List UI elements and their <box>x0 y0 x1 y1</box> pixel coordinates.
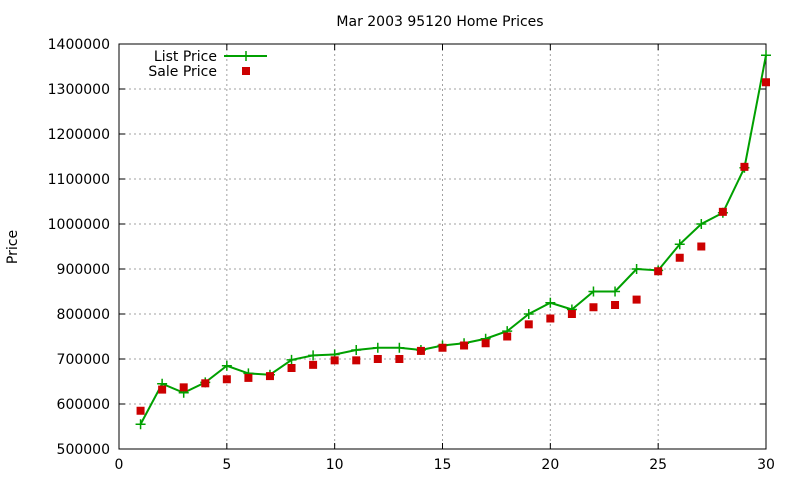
sale-price-point <box>654 267 663 276</box>
x-tick-label: 30 <box>757 457 775 473</box>
list-price-point <box>696 219 707 229</box>
list-price-point <box>761 50 771 61</box>
y-tick-label: 700000 <box>57 352 110 368</box>
list-price-point <box>351 345 362 355</box>
x-tick-label: 5 <box>222 457 231 473</box>
sale-price-point <box>438 343 447 352</box>
list-price-point <box>372 342 383 353</box>
list-price-point <box>588 286 599 297</box>
sale-price-point <box>244 373 253 382</box>
y-tick-label: 1400000 <box>48 37 110 53</box>
sale-price-point <box>179 383 188 392</box>
list-price-point <box>674 239 685 250</box>
sale-price-point <box>222 375 231 384</box>
sale-price-point <box>158 385 167 394</box>
list-price-line <box>139 55 767 425</box>
legend-sale-price-label: Sale Price <box>148 64 217 80</box>
series <box>135 50 771 430</box>
y-axis-label: Price <box>5 230 21 264</box>
sale-price-point <box>265 372 274 381</box>
y-tick-label: 1100000 <box>48 172 110 188</box>
sale-price-point <box>481 339 490 348</box>
sale-price-point <box>524 320 533 329</box>
sale-price-point <box>567 310 576 318</box>
sale-price-point <box>718 207 727 216</box>
y-tick-label: 900000 <box>57 262 110 278</box>
list-price-point <box>135 419 146 430</box>
x-tick-label: 15 <box>434 457 452 473</box>
sale-price-point <box>309 360 318 369</box>
sale-price-point <box>416 346 425 355</box>
chart-title: Mar 2003 95120 Home Prices <box>336 14 543 30</box>
legend-sale-price-marker <box>242 67 250 75</box>
sale-price-point <box>589 303 598 312</box>
y-tick-label: 1000000 <box>48 217 110 233</box>
list-price-point <box>308 350 319 361</box>
list-price-point <box>545 297 556 308</box>
x-tick-label: 10 <box>326 457 344 473</box>
sale-price-point <box>762 78 770 87</box>
sale-price-point <box>330 356 339 365</box>
x-tick-label: 0 <box>115 457 124 473</box>
list-price-point <box>610 286 621 297</box>
list-price-point <box>286 354 297 365</box>
y-tick-label: 800000 <box>57 307 110 323</box>
legend: List Price Sale Price <box>148 49 267 80</box>
legend-list-price-marker <box>241 51 251 61</box>
grid-lines <box>119 44 766 449</box>
list-price-point <box>523 309 534 319</box>
y-tick-label: 1200000 <box>48 127 110 143</box>
x-tick-label: 25 <box>649 457 667 473</box>
sale-price-point <box>395 355 404 363</box>
list-price-point <box>631 264 642 274</box>
list-price-point <box>394 342 405 353</box>
sale-price-point <box>740 162 749 171</box>
sale-price-point <box>632 295 641 304</box>
sale-price-point <box>287 364 296 372</box>
sale-price-point <box>352 356 361 365</box>
axis-ticks <box>118 43 767 450</box>
y-tick-label: 500000 <box>57 442 110 458</box>
sale-price-point <box>697 242 706 251</box>
legend-list-price-label: List Price <box>154 49 217 65</box>
list-price-point <box>221 360 232 371</box>
sale-price-point <box>136 406 145 415</box>
y-tick-label: 1300000 <box>48 82 110 98</box>
x-tick-label: 20 <box>541 457 559 473</box>
sale-price-point <box>503 332 512 341</box>
sale-price-point <box>611 301 620 309</box>
sale-price-point <box>373 355 382 363</box>
sale-price-point <box>546 314 555 323</box>
sale-price-point <box>201 379 210 388</box>
y-tick-label: 600000 <box>57 397 110 413</box>
sale-price-point <box>460 341 469 350</box>
tick-labels: 0 5 10 15 20 25 30 500000 600000 700000 800000 9000… <box>48 37 775 473</box>
sale-price-point <box>675 253 684 262</box>
